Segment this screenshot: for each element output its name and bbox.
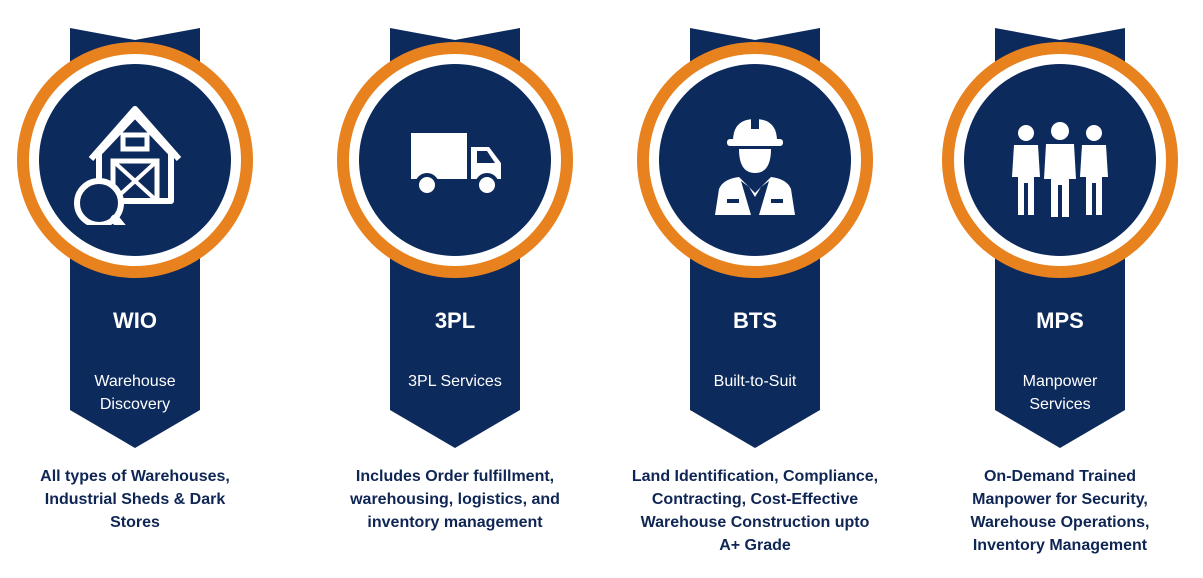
construction-worker-icon bbox=[689, 93, 821, 225]
card-code: BTS bbox=[733, 308, 777, 333]
card-subtitle: Manpower Services bbox=[1022, 373, 1098, 413]
card-description: Includes Order fulfillment, warehousing,… bbox=[350, 468, 560, 531]
card-code: MPS bbox=[1036, 308, 1084, 333]
service-card-bts: BTS Built-to-Suit Land Identification, C… bbox=[620, 0, 890, 578]
people-group-icon bbox=[994, 93, 1126, 225]
card-subtitle: Built-to-Suit bbox=[713, 373, 797, 390]
card-subtitle: 3PL Services bbox=[408, 373, 502, 390]
card-code: 3PL bbox=[434, 308, 476, 333]
card-subtitle: Warehouse Discovery bbox=[94, 373, 176, 413]
card-description: On-Demand Trained Manpower for Security,… bbox=[970, 468, 1150, 554]
warehouse-search-icon bbox=[69, 93, 201, 246]
service-card-mps: MPS Manpower Services On-Demand Trained … bbox=[925, 0, 1195, 578]
service-card-wio: WIO Warehouse Discovery All types of War… bbox=[0, 0, 270, 578]
card-description: All types of Warehouses, Industrial Shed… bbox=[40, 468, 230, 531]
truck-icon bbox=[389, 93, 521, 225]
card-code: WIO bbox=[113, 308, 157, 333]
service-card-3pl: 3PL 3PL Services Includes Order fulfillm… bbox=[320, 0, 590, 578]
card-description: Land Identification, Compliance, Contrac… bbox=[631, 468, 879, 554]
